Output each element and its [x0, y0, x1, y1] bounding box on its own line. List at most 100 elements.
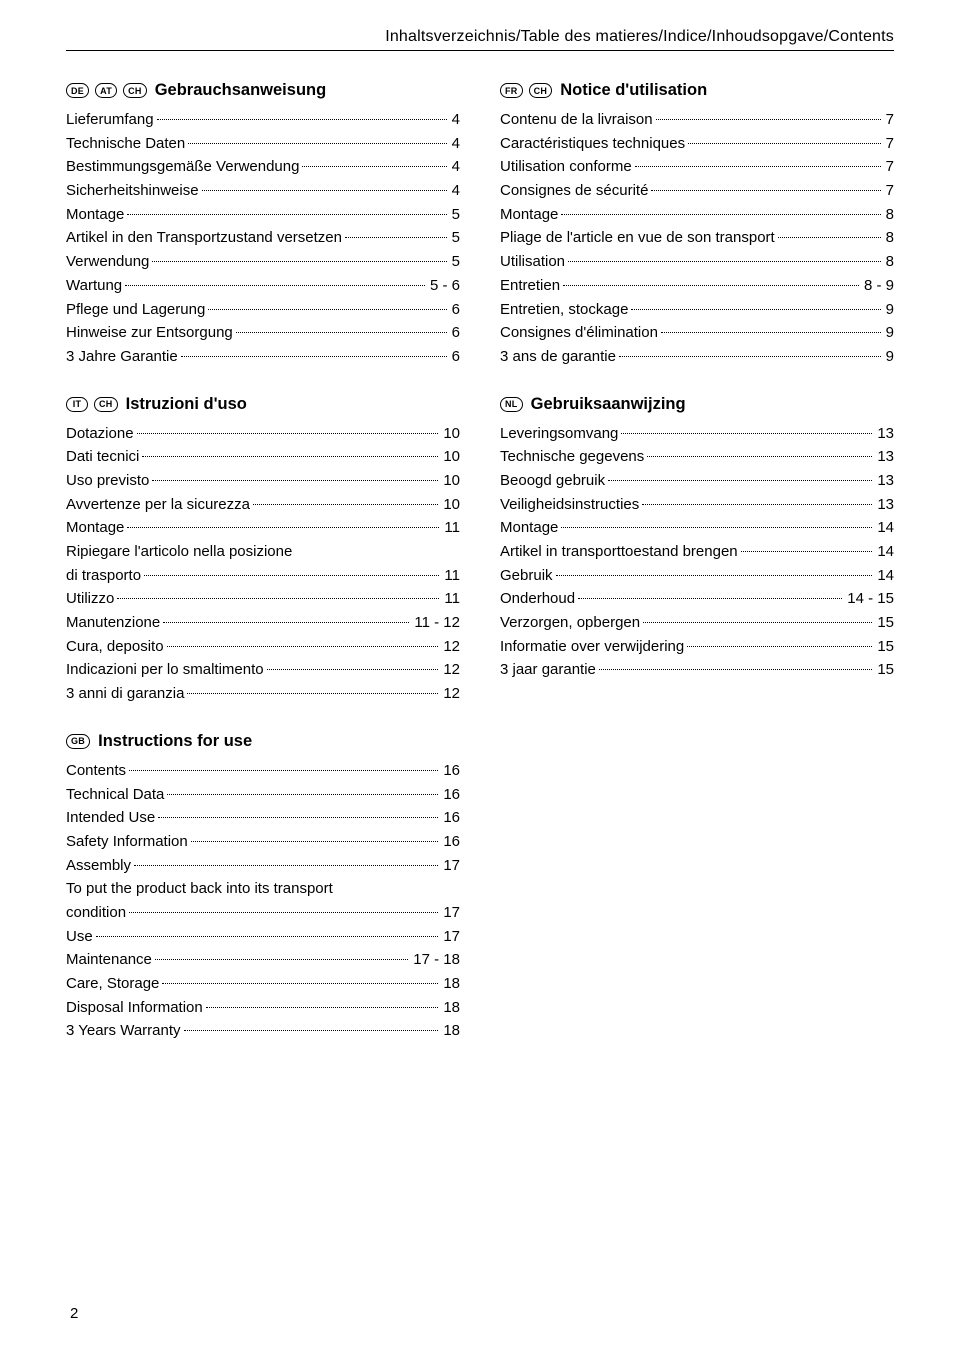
toc-row: Consignes de sécurité7 — [500, 179, 894, 203]
toc-row: Informatie over verwijdering15 — [500, 635, 894, 659]
toc-row: Avvertenze per la sicurezza10 — [66, 493, 460, 517]
toc-page: 13 — [875, 445, 894, 469]
dot-leader — [129, 912, 438, 913]
dot-leader — [187, 693, 438, 694]
dot-leader — [651, 190, 880, 191]
toc-label: Hinweise zur Entsorgung — [66, 321, 233, 345]
toc-label: 3 jaar garantie — [500, 658, 596, 682]
toc-page: 11 — [442, 587, 460, 611]
toc-page: 10 — [441, 445, 460, 469]
toc-row: Montage11 — [66, 516, 460, 540]
toc-row: Verwendung5 — [66, 250, 460, 274]
dot-leader — [184, 1030, 439, 1031]
dot-leader — [167, 794, 438, 795]
dot-leader — [96, 936, 439, 937]
dot-leader — [621, 433, 872, 434]
toc-page: 5 — [450, 226, 460, 250]
toc-row: Use17 — [66, 925, 460, 949]
toc-label: Verwendung — [66, 250, 149, 274]
dot-leader — [137, 433, 439, 434]
toc-page: 18 — [441, 972, 460, 996]
dot-leader — [647, 456, 872, 457]
dot-leader — [568, 261, 881, 262]
toc-label: Avvertenze per la sicurezza — [66, 493, 250, 517]
toc-row: Artikel in transporttoestand brengen14 — [500, 540, 894, 564]
country-badge: CH — [529, 83, 553, 98]
country-badge: IT — [66, 397, 88, 412]
dot-leader — [345, 237, 447, 238]
toc-row: 3 Jahre Garantie6 — [66, 345, 460, 369]
toc-label: Dati tecnici — [66, 445, 139, 469]
toc-page: 4 — [450, 179, 460, 203]
toc-label: Montage — [66, 203, 124, 227]
toc-row: To put the product back into its transpo… — [66, 877, 460, 901]
toc-label: Technische gegevens — [500, 445, 644, 469]
toc-row: di trasporto11 — [66, 564, 460, 588]
toc-row: Artikel in den Transportzustand versetze… — [66, 226, 460, 250]
toc-page: 4 — [450, 108, 460, 132]
toc-section: ITCHIstruzioni d'usoDotazione10Dati tecn… — [66, 395, 460, 706]
toc-page: 15 — [875, 611, 894, 635]
toc-page: 8 — [884, 226, 894, 250]
toc-row: Sicherheitshinweise4 — [66, 179, 460, 203]
dot-leader — [656, 119, 881, 120]
toc-label: Pflege und Lagerung — [66, 298, 205, 322]
dot-leader — [125, 285, 425, 286]
dot-leader — [267, 669, 439, 670]
toc-row: Onderhoud14 - 15 — [500, 587, 894, 611]
toc-row: Entretien8 - 9 — [500, 274, 894, 298]
toc-page: 17 — [441, 925, 460, 949]
toc-label: Artikel in den Transportzustand versetze… — [66, 226, 342, 250]
toc-label: Consignes d'élimination — [500, 321, 658, 345]
left-column: DEATCHGebrauchsanweisungLieferumfang4Tec… — [66, 81, 460, 1069]
toc-label: 3 anni di garanzia — [66, 682, 184, 706]
dot-leader — [152, 480, 438, 481]
toc-columns: DEATCHGebrauchsanweisungLieferumfang4Tec… — [66, 81, 894, 1069]
toc-row: Uso previsto10 — [66, 469, 460, 493]
dot-leader — [643, 622, 872, 623]
header-rule — [66, 50, 894, 51]
toc-label: Uso previsto — [66, 469, 149, 493]
toc-row: Consignes d'élimination 9 — [500, 321, 894, 345]
toc-row: Caractéristiques techniques7 — [500, 132, 894, 156]
toc-page: 11 — [442, 564, 460, 588]
right-column: FRCHNotice d'utilisationContenu de la li… — [500, 81, 894, 1069]
toc-row: Care, Storage 18 — [66, 972, 460, 996]
toc-row: Hinweise zur Entsorgung6 — [66, 321, 460, 345]
page-number: 2 — [70, 1305, 78, 1322]
dot-leader — [599, 669, 872, 670]
toc-label: Beoogd gebruik — [500, 469, 605, 493]
toc-label: Entretien — [500, 274, 560, 298]
toc-page: 18 — [441, 996, 460, 1020]
toc-label: Assembly — [66, 854, 131, 878]
toc-label: Technische Daten — [66, 132, 185, 156]
dot-leader — [181, 356, 447, 357]
toc-label: Leveringsomvang — [500, 422, 618, 446]
toc-row: Bestimmungsgemäße Verwendung4 — [66, 155, 460, 179]
toc-label: Cura, deposito — [66, 635, 164, 659]
country-badge: DE — [66, 83, 89, 98]
dot-leader — [206, 1007, 439, 1008]
toc-page: 12 — [441, 658, 460, 682]
toc-page: 9 — [884, 321, 894, 345]
toc-page: 8 — [884, 250, 894, 274]
toc-page: 5 - 6 — [428, 274, 460, 298]
toc-page: 6 — [450, 345, 460, 369]
toc-row: 3 Years Warranty18 — [66, 1019, 460, 1043]
toc-row: Technical Data16 — [66, 783, 460, 807]
toc-page: 7 — [884, 179, 894, 203]
dot-leader — [188, 143, 446, 144]
dot-leader — [208, 309, 446, 310]
dot-leader — [302, 166, 446, 167]
toc-page: 17 - 18 — [411, 948, 460, 972]
toc-label: Montage — [66, 516, 124, 540]
section-title: Instructions for use — [98, 732, 252, 751]
toc-row: Ripiegare l'articolo nella posizione — [66, 540, 460, 564]
toc-row: Cura, deposito12 — [66, 635, 460, 659]
section-title: Gebrauchsanweisung — [155, 81, 326, 100]
dot-leader — [578, 598, 842, 599]
toc-label: Care, Storage — [66, 972, 159, 996]
toc-row: 3 ans de garantie9 — [500, 345, 894, 369]
toc-page: 9 — [884, 298, 894, 322]
toc-row: 3 anni di garanzia12 — [66, 682, 460, 706]
